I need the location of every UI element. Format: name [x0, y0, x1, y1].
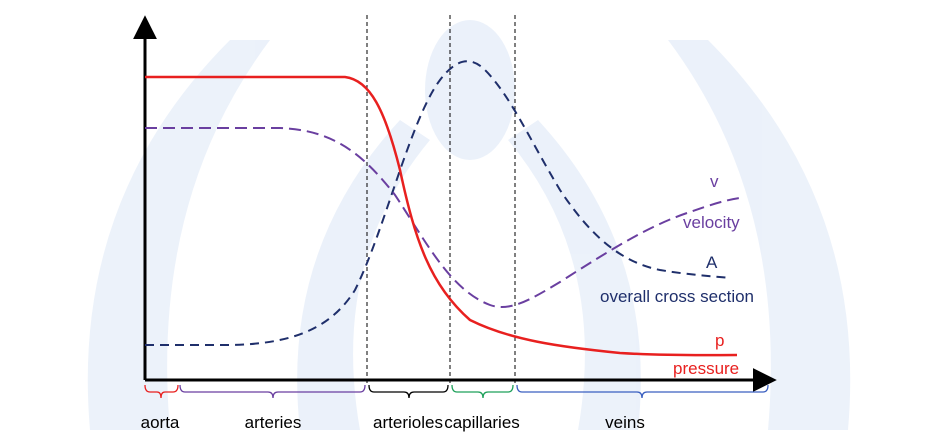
region-label: veins: [605, 413, 645, 432]
velocity-label: velocity: [683, 213, 740, 232]
cross-section-curve: [145, 60, 731, 346]
velocity-symbol: v: [710, 172, 719, 191]
region-label: arteries: [245, 413, 302, 432]
region-label: aorta: [141, 413, 180, 432]
region-dividers: [366, 15, 516, 385]
region-label: capillaries: [444, 413, 520, 432]
region-labels: aorta arteries arterioles capillaries ve…: [141, 413, 645, 432]
pressure-symbol: p: [715, 331, 724, 350]
velocity-curve: [145, 127, 741, 308]
cross-section-symbol: A: [706, 253, 718, 272]
pressure-label: pressure: [673, 359, 739, 378]
cross-section-label: overall cross section: [600, 287, 754, 306]
pressure-curve: [145, 75, 738, 357]
region-label: arterioles: [373, 413, 443, 432]
region-braces: [144, 384, 769, 399]
